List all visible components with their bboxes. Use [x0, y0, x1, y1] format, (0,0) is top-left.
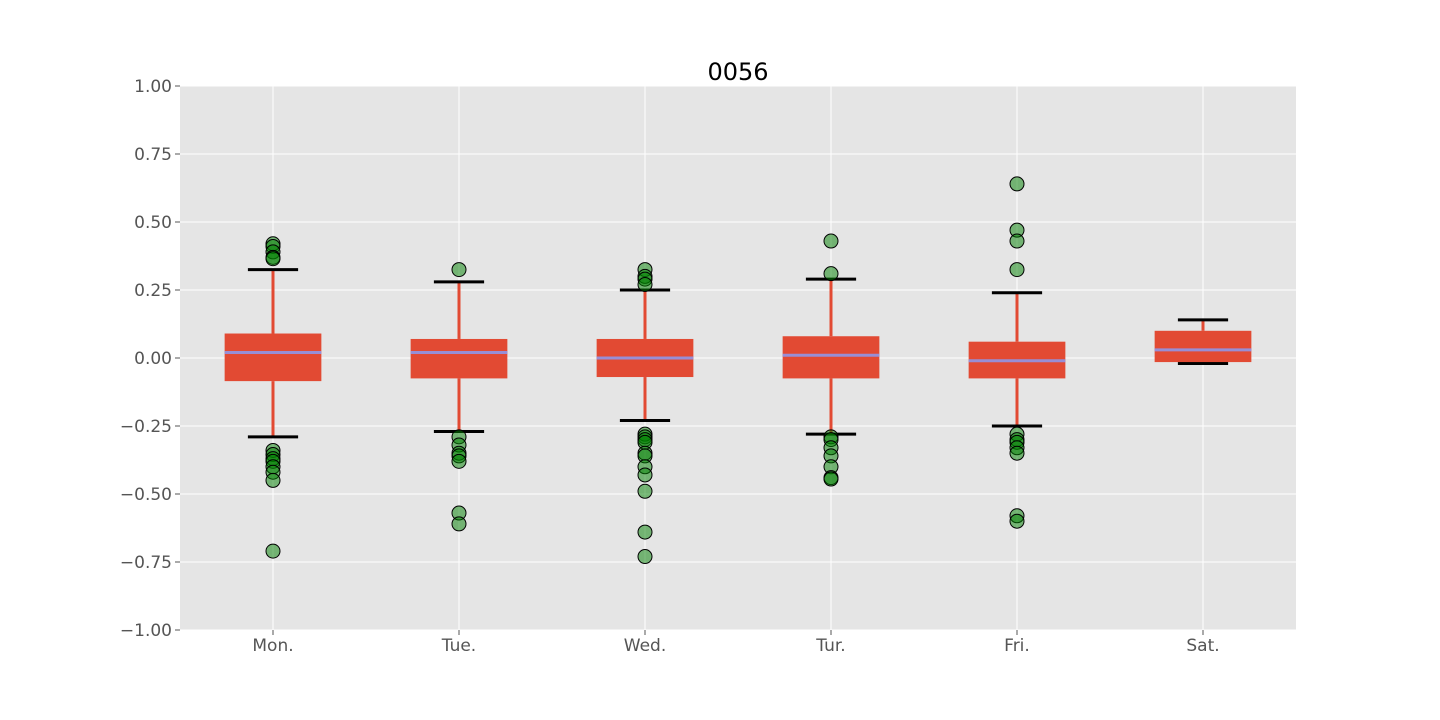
x-tick-label: Fri.	[1004, 636, 1030, 656]
y-tick-label: −0.25	[120, 417, 172, 437]
y-tick-label: 0.75	[134, 145, 172, 165]
x-tick-label: Tue.	[441, 636, 476, 656]
box-fri	[968, 176, 1066, 529]
outlier-point	[637, 524, 653, 540]
box-tue	[410, 262, 508, 532]
y-tick-label: −0.50	[120, 485, 172, 505]
y-axis: 1.00 0.75 0.50 0.25 0.00 −0.25 −0.50 −0.75 −1.00	[120, 77, 180, 641]
box-iqr	[224, 333, 322, 382]
outlier-point	[823, 233, 839, 249]
y-tick-label: 1.00	[134, 77, 172, 97]
outlier-point	[637, 277, 653, 293]
y-tick-label: 0.25	[134, 281, 172, 301]
y-tick-label: 0.00	[134, 349, 172, 369]
y-tick-label: −0.75	[120, 553, 172, 573]
box-iqr	[1154, 330, 1252, 363]
outlier-point	[637, 483, 653, 499]
outlier-point	[1009, 513, 1025, 529]
y-tick-label: 0.50	[134, 213, 172, 233]
outlier-point	[1009, 176, 1025, 192]
outlier-point	[1009, 445, 1025, 461]
outlier-point	[823, 266, 839, 282]
box-sat	[1154, 318, 1252, 365]
outlier-point	[451, 262, 467, 278]
outlier-point	[265, 472, 281, 488]
outlier-point	[637, 549, 653, 565]
outlier-point	[1009, 233, 1025, 249]
outlier-point	[451, 453, 467, 469]
outlier-point	[637, 467, 653, 483]
box-tur	[782, 233, 880, 487]
outlier-point	[451, 516, 467, 532]
outlier-point	[265, 543, 281, 559]
box-series	[224, 176, 1252, 565]
outlier-point	[1009, 262, 1025, 278]
x-tick-label: Mon.	[252, 636, 293, 656]
x-tick-label: Tur.	[815, 636, 845, 656]
box-iqr	[782, 336, 880, 379]
x-tick-label: Wed.	[624, 636, 666, 656]
box-wed	[596, 262, 694, 565]
x-axis: Mon. Tue. Wed. Tur. Fri. Sat.	[252, 630, 1220, 656]
outlier-point	[823, 471, 839, 487]
box-iqr	[410, 338, 508, 379]
box-mon	[224, 236, 322, 559]
chart-title: 0056	[707, 58, 768, 86]
outlier-point	[265, 251, 281, 267]
y-tick-label: −1.00	[120, 621, 172, 641]
x-tick-label: Sat.	[1186, 636, 1219, 656]
